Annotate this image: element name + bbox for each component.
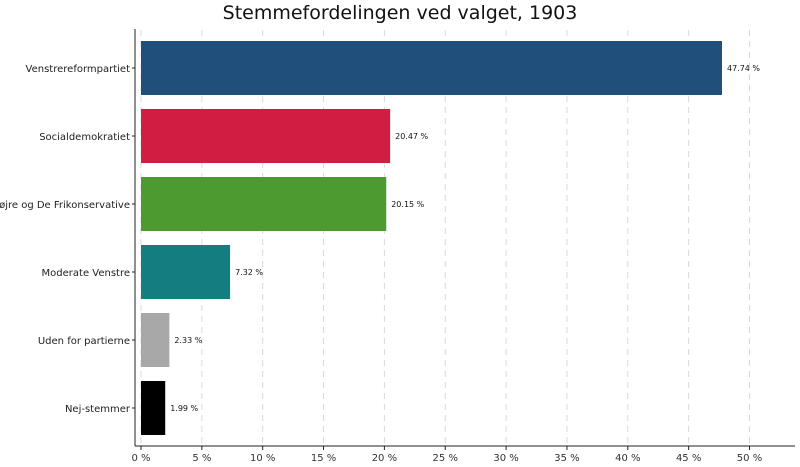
x-tick-label: 30 % [493,453,518,464]
bar-value-label: 1.99 % [170,404,198,413]
bars [141,41,722,435]
bar [141,41,722,95]
bar-value-label: 20.15 % [391,200,424,209]
category-label: Venstrereformpartiet [26,64,131,75]
x-tick-label: 15 % [311,453,336,464]
x-tick-label: 10 % [250,453,275,464]
x-tick-label: 45 % [676,453,701,464]
category-label: Uden for partierne [38,336,130,347]
grid-lines [140,30,750,446]
bar-value-label: 7.32 % [235,268,263,277]
x-tick-label: 0 % [131,453,150,464]
category-label: Nej-stemmer [65,404,131,415]
x-axis-ticks: 0 % 5 % 10 % 15 % 20 % 25 % 30 % 35 % 40 % 45 % 50… [131,446,762,464]
x-tick-label: 40 % [615,453,640,464]
x-tick-label: 20 % [372,453,397,464]
bar-value-label: 2.33 % [174,336,202,345]
bar [141,313,170,367]
bar [141,245,231,299]
bar [141,381,166,435]
category-label: Højre og De Frikonservative [0,200,130,211]
value-labels: 47.74 % 20.47 % 20.15 % 7.32 % 2.33 % 1.99 % [170,64,760,413]
x-tick-label: 50 % [737,453,762,464]
chart-title: Stemmefordelingen ved valget, 1903 [223,2,578,24]
axes [134,29,795,447]
x-tick-label: 5 % [192,453,211,464]
category-labels: Venstrereformpartiet Socialdemokratiet Høj… [0,64,135,415]
bar-value-label: 20.47 % [395,132,428,141]
x-tick-label: 25 % [433,453,458,464]
bar [141,177,387,231]
x-tick-label: 35 % [554,453,579,464]
bar-value-label: 47.74 % [727,64,760,73]
category-label: Moderate Venstre [42,268,130,279]
bar [141,109,391,163]
category-label: Socialdemokratiet [39,132,130,143]
